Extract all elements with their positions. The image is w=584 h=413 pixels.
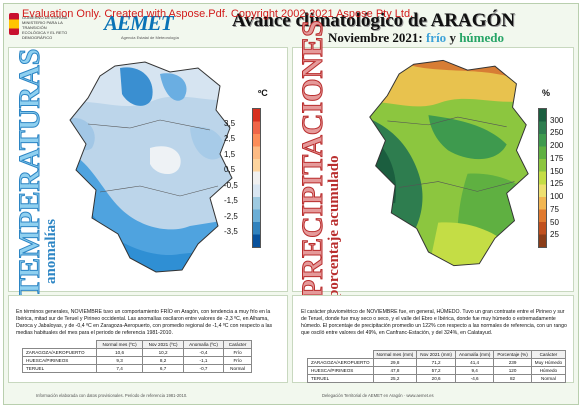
temperature-legend-tick: -3,5 (224, 227, 238, 237)
temperature-legend-tick: -0,5 (224, 180, 238, 190)
precipitation-table-cell: 9,4 (454, 366, 495, 375)
precipitation-table-row: TERUEL 25,2 20,6 -4,6 82 Normal (307, 374, 567, 383)
temperature-table-cell: Frío (223, 348, 252, 357)
precipitation-legend-tick: 125 (550, 179, 564, 189)
temperature-legend-tick: -2,5 (224, 211, 238, 221)
temperature-table-header: Carácter (223, 340, 252, 349)
precipitation-table-header: Carácter (530, 350, 567, 359)
precipitation-table-cell: 57,2 (416, 366, 456, 375)
temperature-table-cell: 9,3 (95, 356, 144, 365)
temperature-table-header-row: Normal mes (ºC) Nov 2021 (ºC) Anomalía (ºC… (23, 340, 252, 349)
precipitation-summary: El carácter pluviométrico de NOVIEMBRE f… (301, 309, 567, 336)
watermark-text: Evaluation Only. Created with Aspose.Pdf… (22, 8, 414, 20)
temperature-legend-unit: ºC (258, 88, 268, 98)
temperature-table-cell: Normal (223, 364, 252, 373)
temperature-vertical-title: TEMPERATURAS (13, 48, 47, 298)
precipitation-legend-unit: % (542, 88, 551, 98)
temperature-summary: En términos generales, NOVIEMBRE tuvo un… (16, 309, 273, 336)
precipitation-table-cell: Normal (530, 374, 567, 383)
precipitation-legend-tick: 50 (550, 217, 559, 227)
temperature-table-cell: -0,4 (182, 348, 225, 357)
page-subtitle: Noviembre 2021: frío y húmedo (328, 30, 504, 46)
precipitation-table-cell: 71,2 (416, 358, 456, 367)
temperature-table-cell: 8,2 (142, 356, 184, 365)
precipitation-table-header: Porcentaje (%) (493, 350, 532, 359)
temperature-table-header (23, 341, 97, 349)
precipitation-legend-tick: 200 (550, 141, 564, 151)
precipitation-table-cell: Húmedo (530, 366, 567, 375)
title-conjunction: y (449, 30, 456, 45)
precipitation-table-cell: 82 (493, 374, 532, 383)
temperature-legend-tick: 3,5 (224, 118, 236, 128)
character-wet: húmedo (459, 30, 504, 45)
temperature-table-header: Anomalía (ºC) (182, 340, 225, 349)
temperature-table-cell: 7,4 (95, 364, 144, 373)
precipitation-legend-tick: 100 (550, 192, 564, 202)
precipitation-table-header: Normal mes (mm) (372, 350, 418, 359)
precipitation-table-header (308, 351, 374, 359)
temperature-table-cell: -1,1 (182, 356, 225, 365)
temperature-vertical-subtitle: anomalías (43, 218, 59, 284)
precipitation-legend-tick: 250 (550, 128, 564, 138)
temperature-legend-tick: 2,5 (224, 134, 236, 144)
precipitation-legend-tick: 25 (550, 230, 559, 240)
precipitation-station-name: HUESCA/PIRINEOS (307, 366, 374, 375)
ministry-logo-text: GOBIERNO DE ESPAÑA · MINISTERIO PARA LA … (22, 15, 70, 40)
precipitation-percentage-map (369, 59, 529, 267)
temperature-table-row: HUESCA/PIRINEOS 9,3 8,2 -1,1 Frío (22, 356, 252, 365)
temperature-anomaly-map (69, 61, 233, 273)
precipitation-table-row: HUESCA/PIRINEOS 47,8 57,2 9,4 120 Húmedo (307, 366, 567, 375)
precipitation-vertical-subtitle: porcentaje acumulado (326, 155, 342, 298)
precipitation-colorbar (538, 108, 547, 248)
precipitation-table-cell: 25,2 (372, 374, 418, 383)
precipitation-legend-tick: 150 (550, 166, 564, 176)
temperature-legend-tick: 0,5 (224, 165, 236, 175)
precipitation-station-name: ZARAGOZA/AEROPUERTO (307, 358, 374, 367)
temperature-legend-tick: -1,5 (224, 196, 238, 206)
temperature-table-cell: 10,6 (95, 348, 144, 357)
aemet-mark: AEMET (104, 11, 174, 35)
page-title: Avance climatológico de ARAGÓN (232, 10, 516, 31)
temperature-legend-tick: 1,5 (224, 149, 236, 159)
precipitation-vertical-title: PRECIPITACIONES (296, 20, 330, 299)
precipitation-table-header: Nov 2021 (mm) (416, 350, 456, 359)
footer-right: Delegación Territorial de AEMET en Aragó… (322, 393, 434, 398)
precipitation-station-name: TERUEL (307, 374, 374, 383)
precipitation-table-cell: -4,6 (454, 374, 495, 383)
precipitation-table-cell: Muy Húmedo (530, 358, 567, 367)
precipitation-legend-tick: 175 (550, 153, 564, 163)
temperature-colorbar (252, 108, 261, 248)
period-label: Noviembre 2021: (328, 30, 423, 45)
temperature-table-header: Nov 2021 (ºC) (142, 340, 184, 349)
temperature-table-row: TERUEL 7,4 6,7 -0,7 Normal (22, 364, 252, 373)
temperature-table-cell: 6,7 (142, 364, 184, 373)
temperature-station-name: TERUEL (22, 364, 97, 373)
spain-shield-icon (9, 13, 19, 35)
character-cold: frío (425, 30, 447, 45)
precipitation-table-cell: 47,8 (372, 366, 418, 375)
precipitation-legend-tick: 75 (550, 204, 559, 214)
temperature-table-header: Normal mes (ºC) (95, 340, 144, 349)
temperature-table-cell: Frío (223, 356, 252, 365)
precipitation-table-header-row: Normal mes (mm) Nov 2021 (mm) Anomalía (mm… (308, 350, 567, 359)
precipitation-legend-tick: 300 (550, 115, 564, 125)
aemet-logo: AEMET Agencia Estatal de Meteorología (104, 11, 179, 41)
precipitation-table-row: ZARAGOZA/AEROPUERTO 29,8 71,2 41,4 239 Muy Hú… (307, 358, 567, 367)
precipitation-table-cell: 29,8 (372, 358, 418, 367)
precipitation-table-cell: 120 (493, 366, 532, 375)
precipitation-table-header: Anomalía (mm) (454, 350, 495, 359)
temperature-table-cell: -0,7 (182, 364, 225, 373)
precipitation-table: Normal mes (mm) Nov 2021 (mm) Anomalía (mm… (307, 350, 567, 383)
footer-left: Información elaborada con datos provisio… (36, 393, 188, 398)
precipitation-table-cell: 41,4 (454, 358, 495, 367)
precipitation-table-cell: 20,6 (416, 374, 456, 383)
temperature-station-name: HUESCA/PIRINEOS (22, 356, 97, 365)
temperature-table: Normal mes (ºC) Nov 2021 (ºC) Anomalía (ºC… (22, 340, 252, 373)
temperature-table-cell: 10,2 (142, 348, 184, 357)
aemet-subtitle: Agencia Estatal de Meteorología (121, 35, 179, 40)
ministry-logo: GOBIERNO DE ESPAÑA · MINISTERIO PARA LA … (9, 13, 71, 41)
temperature-station-name: ZARAGOZA/AEROPUERTO (22, 348, 97, 357)
precipitation-table-cell: 239 (493, 358, 532, 367)
temperature-table-row: ZARAGOZA/AEROPUERTO 10,6 10,2 -0,4 Frío (22, 348, 252, 357)
